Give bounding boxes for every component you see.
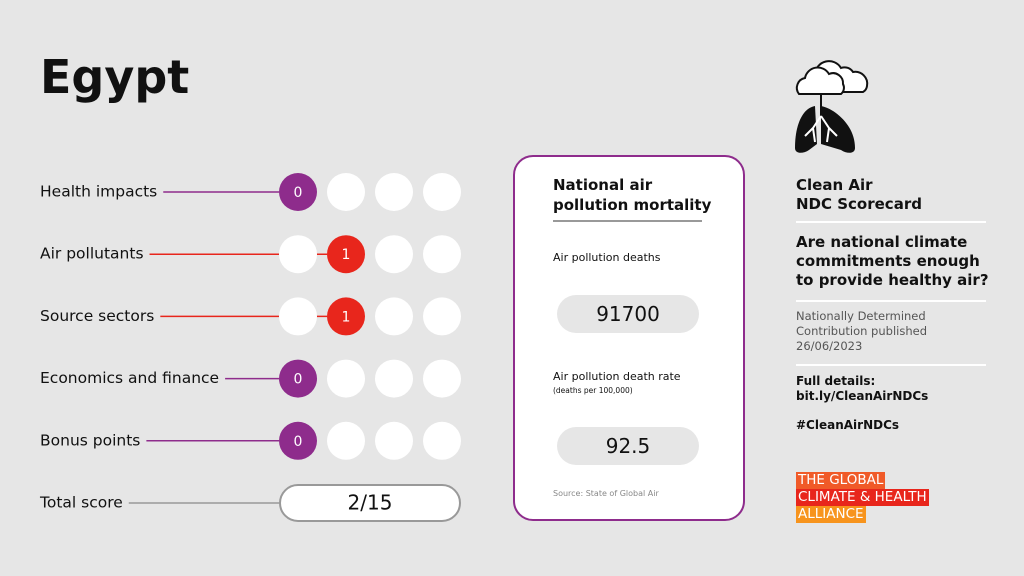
deaths-label: Air pollution deaths: [553, 251, 661, 264]
card-rule: [553, 220, 702, 222]
score-value: 1: [342, 309, 351, 325]
rate-label: Air pollution death rate: [553, 370, 681, 383]
row-label: Air pollutants: [40, 245, 144, 263]
divider: [796, 221, 986, 223]
empty-dot: [279, 235, 317, 274]
logo-line: CLIMATE & HEALTH: [796, 489, 929, 506]
rate-value: 92.5: [557, 427, 699, 465]
sidebar-title-line: Clean Air: [796, 176, 873, 194]
empty-dot: [279, 297, 317, 336]
deaths-value: 91700: [557, 295, 699, 333]
card-title: National air pollution mortality: [553, 175, 711, 215]
source: Source: State of Global Air: [553, 489, 659, 498]
question-line: Are national climate: [796, 233, 968, 251]
row-label: Bonus points: [40, 431, 140, 449]
total-value: 2/15: [348, 491, 393, 515]
empty-dot: [375, 359, 413, 398]
rate-unit: (deaths per 100,000): [553, 386, 633, 395]
country-title: Egypt: [40, 50, 190, 104]
question-line: commitments enough: [796, 252, 980, 270]
divider: [796, 364, 986, 366]
row-label: Economics and finance: [40, 369, 219, 387]
empty-dot: [327, 359, 365, 398]
empty-dot: [423, 173, 461, 211]
details-link[interactable]: bit.ly/CleanAirNDCs: [796, 389, 929, 403]
score-value: 0: [294, 434, 303, 450]
divider: [796, 300, 986, 302]
logo-line: THE GLOBAL: [796, 472, 886, 489]
question: Are national climate commitments enough to…: [796, 233, 989, 290]
ndc-line: 26/06/2023: [796, 339, 863, 353]
empty-dot: [327, 421, 365, 460]
score-dot: [279, 421, 317, 460]
empty-dot: [375, 235, 413, 274]
ndc-info: Nationally Determined Contribution publis…: [796, 309, 927, 354]
card-title-line: National air: [553, 176, 653, 194]
score-dot: [279, 359, 317, 398]
empty-dot: [375, 173, 413, 211]
details-line: Full details:: [796, 374, 876, 388]
ndc-line: Nationally Determined: [796, 309, 926, 323]
question-line: to provide healthy air?: [796, 271, 989, 289]
empty-dot: [423, 421, 461, 460]
sidebar-title: Clean Air NDC Scorecard: [796, 176, 922, 214]
row-label: Health impacts: [40, 183, 157, 201]
empty-dot: [423, 359, 461, 398]
empty-dot: [327, 173, 365, 211]
empty-dot: [423, 297, 461, 336]
score-value: 0: [294, 185, 303, 201]
row-label: Source sectors: [40, 307, 154, 325]
score-dot: [327, 297, 365, 336]
empty-dot: [375, 421, 413, 460]
logo-line: ALLIANCE: [796, 506, 866, 523]
empty-dot: [375, 297, 413, 336]
card-title-line: pollution mortality: [553, 196, 712, 214]
score-value: 1: [342, 247, 351, 263]
total-label: Total score: [39, 494, 123, 512]
score-rows: Health impacts 0 Air pollutants 1 Source sec…: [39, 173, 461, 522]
hashtag: #CleanAirNDCs: [796, 418, 900, 432]
score-value: 0: [294, 372, 303, 388]
score-dot: [279, 173, 317, 211]
mortality-card: [513, 155, 745, 521]
sidebar-title-line: NDC Scorecard: [796, 195, 922, 213]
details: Full details: bit.ly/CleanAirNDCs: [796, 374, 928, 404]
score-dot: [327, 235, 365, 274]
empty-dot: [423, 235, 461, 274]
ndc-line: Contribution published: [796, 324, 927, 338]
lungs-cloud-icon: [795, 60, 869, 153]
total-box: [279, 484, 461, 522]
